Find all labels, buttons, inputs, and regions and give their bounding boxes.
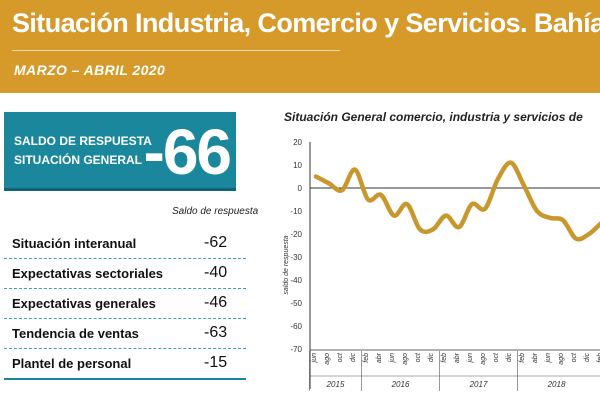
x-tick-label: jun bbox=[545, 353, 552, 363]
row-value: -40 bbox=[204, 264, 228, 281]
y-tick-label: -60 bbox=[290, 322, 302, 331]
x-axis: jun ago oct dic feb abr jun ago oct dic feb abr jun a… bbox=[309, 351, 600, 391]
y-tick-label: -20 bbox=[290, 230, 302, 239]
row-label: Plantel de personal bbox=[12, 356, 132, 371]
row-label: Expectativas sectoriales bbox=[12, 266, 164, 281]
x-tick-label: feb bbox=[363, 353, 370, 363]
x-tick-label: dic bbox=[428, 353, 435, 362]
x-tick-label: abr bbox=[532, 352, 539, 363]
row-label: Tendencia de ventas bbox=[12, 326, 139, 341]
series-line bbox=[313, 160, 600, 242]
table-row: Plantel de personal -15 bbox=[4, 348, 246, 380]
report-header: Situación Industria, Comercio y Servicio… bbox=[0, 0, 600, 93]
x-tick-label: oct bbox=[571, 352, 578, 362]
page-title: Situación Industria, Comercio y Servicio… bbox=[12, 8, 600, 38]
y-tick-label: -10 bbox=[290, 207, 302, 216]
x-tick-label: feb bbox=[441, 353, 448, 363]
row-value: -62 bbox=[204, 234, 228, 251]
chart-frame bbox=[309, 142, 600, 389]
x-tick-label: jun bbox=[311, 353, 318, 363]
general-balance-value: -66 bbox=[143, 116, 232, 188]
x-tick-label: jun bbox=[389, 353, 396, 363]
year-label: 2016 bbox=[391, 380, 410, 389]
y-tick-label: -50 bbox=[290, 299, 302, 308]
table-column-header: Saldo de respuesta bbox=[172, 206, 259, 217]
table-row: Expectativas generales -46 bbox=[4, 288, 246, 319]
line-chart: saldo de respuesta 20 10 0 -10 -20 -30 -40 -50 -… bbox=[283, 138, 600, 391]
x-tick-label: oct bbox=[337, 352, 344, 362]
x-tick-label: ago bbox=[402, 353, 409, 365]
y-tick-label: -30 bbox=[290, 253, 302, 262]
table-row: Expectativas sectoriales -40 bbox=[4, 258, 246, 289]
x-tick-label: ago bbox=[558, 353, 565, 365]
y-axis-label: saldo de respuesta bbox=[283, 235, 290, 294]
x-tick-label: ago bbox=[480, 353, 487, 365]
row-label: Situación interanual bbox=[12, 236, 137, 251]
x-tick-label: feb bbox=[597, 353, 600, 363]
year-label: 2015 bbox=[326, 380, 345, 389]
y-tick-label: 0 bbox=[298, 184, 303, 193]
x-tick-label: jun bbox=[467, 353, 474, 363]
year-label: 2018 bbox=[547, 380, 566, 389]
y-tick-label: -70 bbox=[290, 345, 302, 354]
table-row: Situación interanual -62 bbox=[4, 228, 246, 259]
x-tick-label: oct bbox=[415, 352, 422, 362]
y-tick-label: 10 bbox=[293, 161, 302, 170]
y-tick-label: -40 bbox=[290, 276, 302, 285]
period-subtitle: MARZO – ABRIL 2020 bbox=[14, 62, 166, 78]
x-tick-label: ago bbox=[324, 353, 331, 365]
header-divider bbox=[12, 50, 340, 51]
y-axis: 20 10 0 -10 -20 -30 -40 -50 -60 -70 bbox=[290, 138, 302, 354]
general-balance-box: SALDO DE RESPUESTA SITUACIÓN GENERAL -66 bbox=[4, 112, 236, 191]
row-value: -63 bbox=[204, 324, 228, 341]
x-tick-label: dic bbox=[584, 353, 591, 362]
row-label: Expectativas generales bbox=[12, 296, 156, 311]
table-row: Tendencia de ventas -63 bbox=[4, 318, 246, 349]
general-balance-label-line1: SALDO DE RESPUESTA bbox=[14, 134, 152, 148]
chart-title: Situación General comercio, industria y … bbox=[284, 110, 583, 124]
general-balance-label-line2: SITUACIÓN GENERAL bbox=[14, 153, 143, 167]
x-tick-label: dic bbox=[506, 353, 513, 362]
x-tick-label: dic bbox=[350, 353, 357, 362]
series-layer bbox=[313, 160, 600, 242]
year-label: 2017 bbox=[469, 380, 488, 389]
x-tick-label: feb bbox=[519, 353, 526, 363]
general-balance-label: SALDO DE RESPUESTA SITUACIÓN GENERAL bbox=[14, 132, 152, 170]
x-tick-label: abr bbox=[376, 352, 383, 363]
y-tick-label: 20 bbox=[293, 138, 302, 147]
row-value: -46 bbox=[204, 294, 228, 311]
x-tick-label: abr bbox=[454, 352, 461, 363]
row-value: -15 bbox=[204, 354, 228, 371]
x-tick-label: oct bbox=[493, 352, 500, 362]
